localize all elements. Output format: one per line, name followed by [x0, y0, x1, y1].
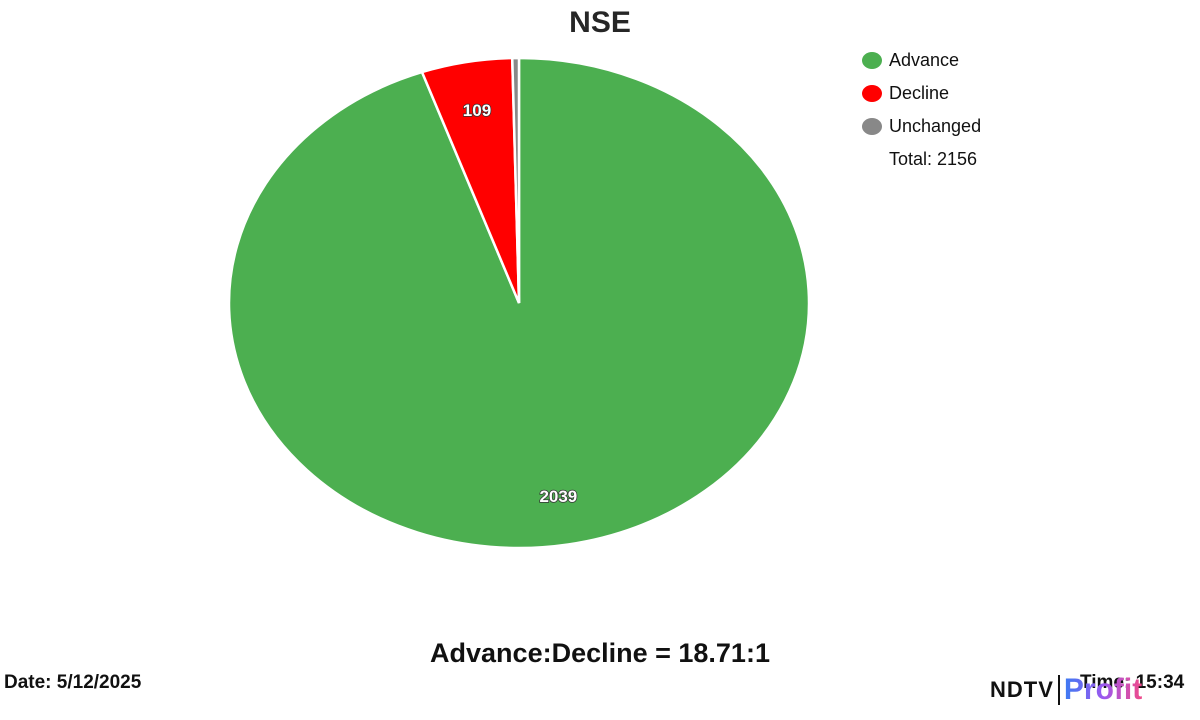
legend: Advance Decline Unchanged Total: 2156 [862, 44, 981, 176]
slice-label-advance: 2039 [539, 487, 577, 506]
legend-label: Unchanged [889, 116, 982, 136]
legend-swatch-advance-icon [862, 52, 882, 69]
slice-label-decline: 109 [463, 101, 491, 120]
legend-swatch-decline-icon [862, 85, 882, 102]
legend-item-unchanged: Unchanged [862, 110, 981, 143]
pie-slice-advance [227, 56, 811, 550]
logo-ndtv: NDTV [990, 677, 1054, 702]
pie-slice-unchanged [510, 56, 521, 304]
chart-title: NSE [569, 6, 631, 39]
logo-divider [1057, 675, 1060, 705]
legend-swatch-unchanged-icon [862, 118, 882, 135]
legend-label: Decline [889, 83, 950, 103]
ndtv-profit-logo: NDTV Profit [990, 672, 1142, 708]
legend-item-decline: Decline [862, 77, 981, 110]
legend-label: Advance [889, 50, 960, 70]
logo-profit: Profit [1063, 673, 1143, 706]
time-label: Time: 15:34 [1080, 672, 1185, 693]
legend-item-advance: Advance [862, 44, 981, 77]
date-label: Date: 5/12/2025 [4, 672, 142, 693]
advance-decline-ratio: Advance:Decline = 18.71:1 [430, 638, 770, 668]
legend-total: Total: 2156 [889, 149, 978, 169]
